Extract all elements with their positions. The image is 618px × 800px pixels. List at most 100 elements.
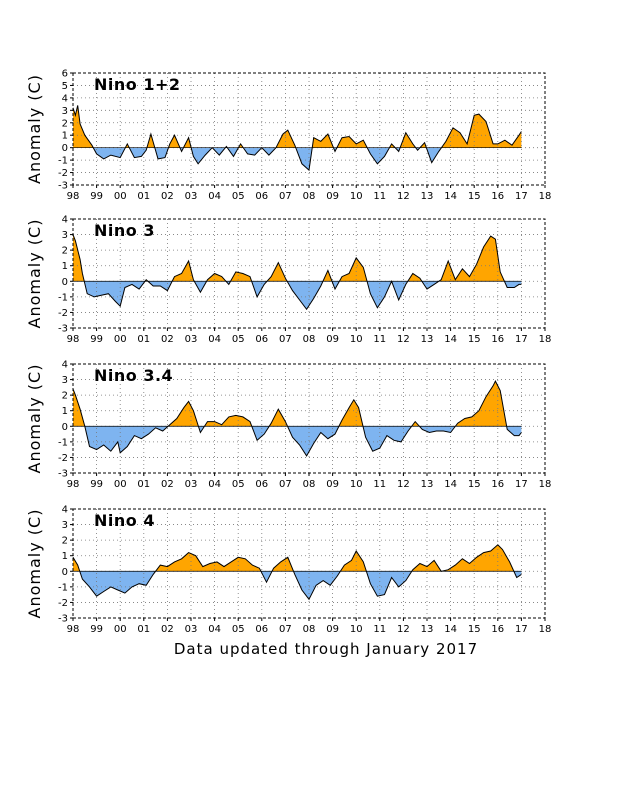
- x-tick-label: 11: [373, 624, 386, 635]
- y-tick-label: -2: [58, 308, 68, 319]
- x-tick-label: 10: [350, 334, 363, 345]
- y-tick-label: -1: [58, 156, 68, 167]
- y-tick-label: 0: [62, 422, 68, 433]
- y-tick-label: -1: [58, 437, 68, 448]
- y-tick-label: 2: [62, 536, 68, 547]
- x-tick-label: 09: [326, 624, 339, 635]
- y-tick-label: -2: [58, 598, 68, 609]
- x-tick-label: 06: [255, 624, 268, 635]
- x-tick-label: 13: [421, 191, 434, 202]
- y-tick-label: -3: [58, 469, 68, 480]
- x-tick-label: 16: [491, 624, 504, 635]
- x-tick-label: 03: [185, 624, 198, 635]
- panel-title: Nino 3: [94, 221, 155, 240]
- x-tick-label: 98: [67, 191, 80, 202]
- x-tick-label: 08: [303, 479, 316, 490]
- y-tick-label: 4: [62, 360, 68, 371]
- x-tick-label: 01: [137, 479, 150, 490]
- x-tick-label: 01: [137, 334, 150, 345]
- y-tick-label: 5: [62, 81, 68, 92]
- y-tick-label: 0: [62, 277, 68, 288]
- x-tick-label: 00: [114, 334, 127, 345]
- x-tick-label: 01: [137, 191, 150, 202]
- x-tick-label: 17: [515, 334, 528, 345]
- x-tick-label: 18: [539, 334, 552, 345]
- series-fills: [73, 544, 522, 600]
- x-tick-label: 06: [255, 334, 268, 345]
- y-tick-label: -3: [58, 181, 68, 192]
- y-tick-label: -2: [58, 453, 68, 464]
- y-axis-label: Anomaly (C): [25, 219, 44, 329]
- x-tick-label: 03: [185, 191, 198, 202]
- y-tick-label: 2: [62, 391, 68, 402]
- series-fills: [73, 381, 522, 456]
- y-tick-label: 2: [62, 118, 68, 129]
- x-tick-label: 02: [161, 624, 174, 635]
- x-tick-label: 98: [67, 334, 80, 345]
- negative-anomaly-area: [73, 426, 522, 456]
- y-tick-label: 4: [62, 93, 68, 104]
- series-line: [72, 544, 522, 601]
- y-tick-label: 4: [62, 215, 68, 226]
- x-tick-label: 10: [350, 479, 363, 490]
- y-axis-label: Anomaly (C): [25, 509, 44, 619]
- positive-anomaly-area: [73, 381, 507, 427]
- x-tick-label: 00: [114, 479, 127, 490]
- y-tick-label: -1: [58, 582, 68, 593]
- positive-anomaly-area: [73, 105, 522, 148]
- x-tick-label: 09: [326, 334, 339, 345]
- x-tick-label: 99: [90, 191, 103, 202]
- y-tick-label: -2: [58, 168, 68, 179]
- y-tick-label: 2: [62, 246, 68, 257]
- footer-note: Data updated through January 2017: [174, 640, 478, 658]
- x-tick-label: 12: [397, 191, 410, 202]
- x-tick-label: 11: [373, 479, 386, 490]
- x-tick-label: 09: [326, 479, 339, 490]
- x-tick-label: 17: [515, 624, 528, 635]
- x-tick-label: 04: [208, 624, 221, 635]
- x-tick-label: 12: [397, 624, 410, 635]
- x-tick-label: 05: [232, 191, 245, 202]
- x-tick-label: 11: [373, 334, 386, 345]
- series-fills: [73, 105, 522, 171]
- x-tick-label: 18: [539, 624, 552, 635]
- x-tick-label: 15: [468, 624, 481, 635]
- series-fills: [73, 234, 522, 310]
- x-tick-label: 98: [67, 624, 80, 635]
- x-tick-label: 04: [208, 191, 221, 202]
- positive-anomaly-area: [73, 234, 505, 282]
- x-tick-label: 00: [114, 191, 127, 202]
- x-tick-label: 15: [468, 191, 481, 202]
- x-tick-label: 14: [444, 191, 457, 202]
- x-tick-label: 07: [279, 479, 292, 490]
- x-tick-label: 06: [255, 479, 268, 490]
- y-tick-label: 1: [62, 261, 68, 272]
- y-tick-label: -1: [58, 292, 68, 303]
- series-line: [72, 379, 522, 457]
- series-line: [72, 234, 522, 311]
- x-tick-label: 11: [373, 191, 386, 202]
- x-tick-label: 09: [326, 191, 339, 202]
- x-tick-label: 10: [350, 191, 363, 202]
- x-tick-label: 15: [468, 334, 481, 345]
- x-tick-label: 18: [539, 479, 552, 490]
- x-tick-label: 14: [444, 624, 457, 635]
- x-tick-label: 08: [303, 624, 316, 635]
- x-tick-label: 99: [90, 479, 103, 490]
- x-tick-label: 08: [303, 191, 316, 202]
- panel-title: Nino 4: [94, 511, 155, 530]
- y-tick-label: 3: [62, 375, 68, 386]
- y-tick-label: 0: [62, 567, 68, 578]
- x-tick-label: 08: [303, 334, 316, 345]
- x-tick-label: 03: [185, 334, 198, 345]
- y-tick-label: 3: [62, 230, 68, 241]
- x-tick-label: 98: [67, 479, 80, 490]
- x-tick-label: 00: [114, 624, 127, 635]
- y-tick-label: 3: [62, 106, 68, 117]
- x-tick-label: 16: [491, 191, 504, 202]
- x-tick-label: 03: [185, 479, 198, 490]
